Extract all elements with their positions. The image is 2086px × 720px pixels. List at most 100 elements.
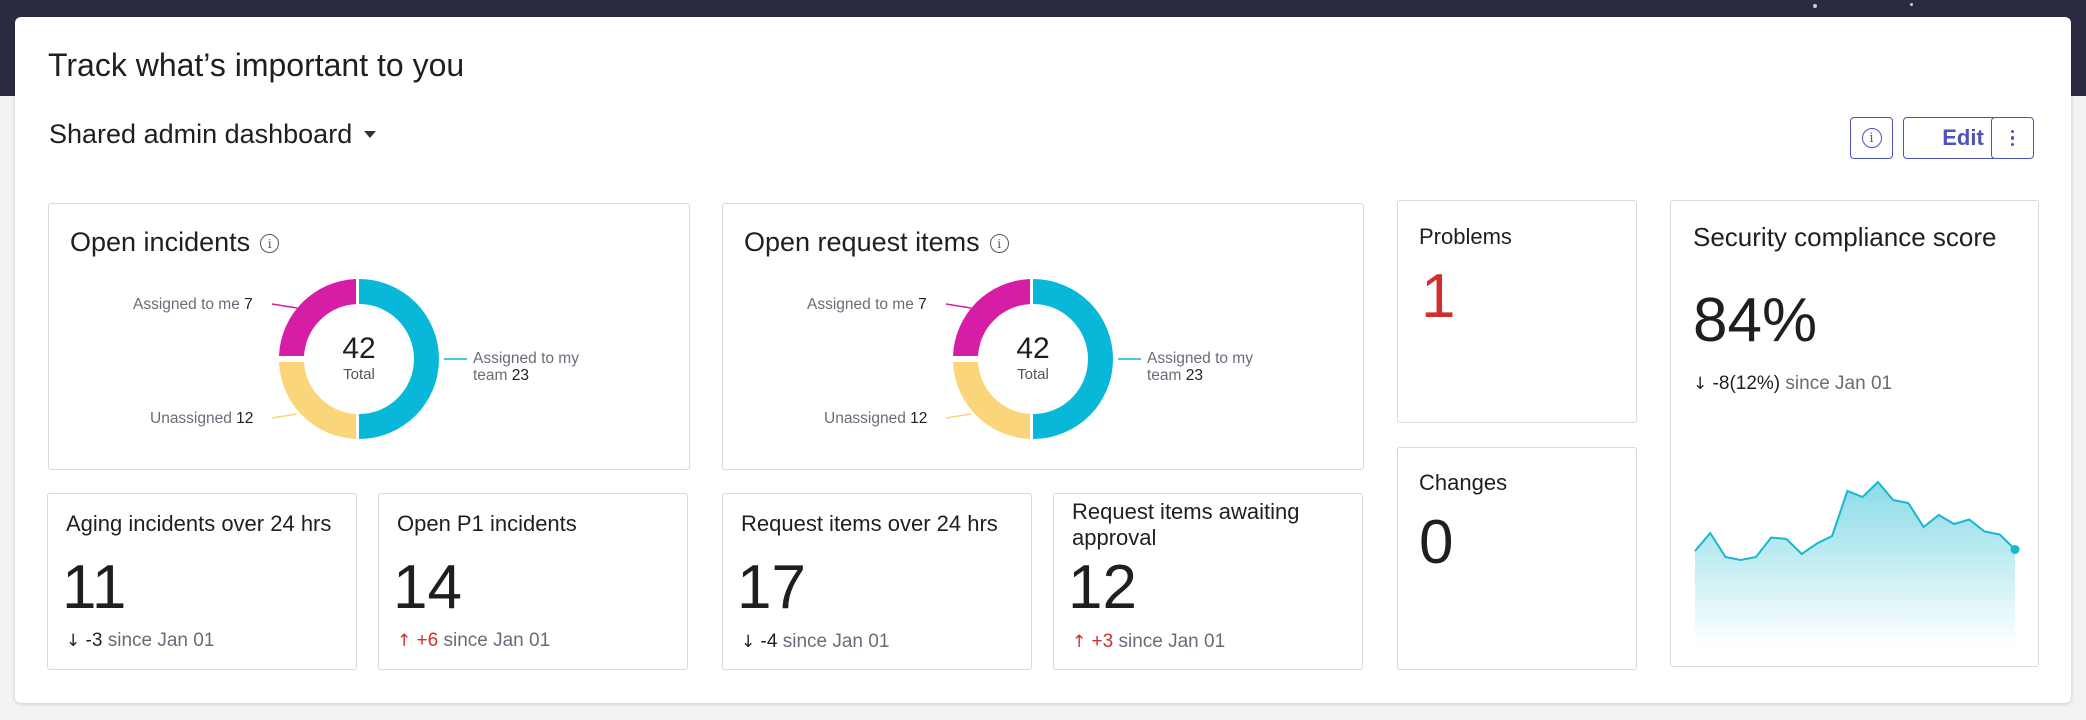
security-value: 84% <box>1693 286 1818 355</box>
aging-incidents-card[interactable]: Aging incidents over 24 hrs 11 ↓ -3 sinc… <box>47 493 357 670</box>
label-assigned-me: Assigned to me 7 <box>807 296 927 313</box>
unassigned-count: 12 <box>236 410 254 427</box>
card-title: Open request items i <box>744 227 1009 258</box>
open-request-items-donut: 42 Total <box>948 274 1118 444</box>
arrow-up-icon: ↑ <box>1072 632 1087 652</box>
leader-lines <box>271 303 467 419</box>
open-p1-incidents-card[interactable]: Open P1 incidents 14 ↑ +6 since Jan 01 <box>378 493 688 670</box>
trend-since: since Jan 01 <box>1785 373 1893 394</box>
trend-since: since Jan 01 <box>107 630 215 651</box>
unassigned-count: 12 <box>910 410 928 427</box>
unassigned-text: Unassigned <box>150 410 232 427</box>
assigned-me-text: Assigned to me <box>133 296 240 313</box>
assigned-me-text: Assigned to me <box>807 296 914 313</box>
trend-delta: -4 <box>760 631 778 652</box>
dashboard-info-button[interactable]: i <box>1850 117 1893 159</box>
trend-delta: +3 <box>1091 631 1114 652</box>
assigned-team-text-1: Assigned to my <box>1147 350 1253 367</box>
donut-total: 42 <box>342 332 376 365</box>
problems-card[interactable]: Problems 1 <box>1397 200 1637 423</box>
decorative-dot <box>1910 3 1913 6</box>
sparkline-endpoint <box>2010 545 2020 554</box>
dashboard-name: Shared admin dashboard <box>49 119 353 149</box>
arrow-down-icon: ↓ <box>66 631 81 651</box>
assigned-team-count: 23 <box>511 367 530 385</box>
donut-chart <box>953 279 1113 439</box>
leader-lines <box>945 303 1141 419</box>
open-p1-title: Open P1 incidents <box>397 511 577 536</box>
assigned-team-text-2: team <box>473 367 508 385</box>
open-incidents-title: Open incidents <box>70 227 251 257</box>
open-incidents-donut: 42 Total <box>274 274 444 444</box>
kebab-menu-icon <box>2010 129 2015 147</box>
assigned-me-count: 7 <box>918 296 927 313</box>
assigned-me-count: 7 <box>244 296 253 313</box>
request-awaiting-title-2: approval <box>1072 524 1157 550</box>
info-icon[interactable]: i <box>989 234 1009 254</box>
trend-delta-percent: (12%) <box>1729 373 1781 394</box>
assigned-team-count: 23 <box>1185 367 1204 385</box>
label-unassigned: Unassigned 12 <box>150 410 253 427</box>
arrow-up-icon: ↑ <box>397 631 412 651</box>
dashboard-panel: Track what’s important to you Shared adm… <box>15 17 2071 703</box>
page-title: Track what’s important to you <box>48 47 465 83</box>
request-awaiting-value: 12 <box>1068 553 1137 622</box>
security-sparkline <box>1694 480 2020 646</box>
changes-title: Changes <box>1419 470 1508 495</box>
donut-total-label: Total <box>1017 366 1049 383</box>
aging-incidents-value: 11 <box>62 553 127 622</box>
label-unassigned: Unassigned 12 <box>824 410 927 427</box>
open-p1-trend: ↑ +6 since Jan 01 <box>397 630 550 652</box>
decorative-dot <box>1813 4 1817 8</box>
donut-segment-assigned-team <box>359 279 439 439</box>
caret-down-icon <box>364 131 377 138</box>
request-awaiting-trend: ↑ +3 since Jan 01 <box>1072 631 1225 653</box>
open-p1-value: 14 <box>393 553 462 622</box>
info-icon[interactable]: i <box>260 234 280 254</box>
changes-card[interactable]: Changes 0 <box>1397 447 1637 670</box>
unassigned-text: Unassigned <box>824 410 906 427</box>
assigned-team-text-2: team <box>1147 367 1182 385</box>
trend-since: since Jan 01 <box>782 631 890 652</box>
donut-chart <box>279 279 439 439</box>
trend-since: since Jan 01 <box>443 630 551 651</box>
sparkline-line <box>1694 480 2016 562</box>
arrow-down-icon: ↓ <box>741 632 756 652</box>
request-awaiting-card[interactable]: Request items awaiting approval 12 ↑ +3 … <box>1053 493 1363 670</box>
more-options-button[interactable] <box>1991 117 2034 159</box>
aging-incidents-trend: ↓ -3 since Jan 01 <box>66 630 214 652</box>
changes-value: 0 <box>1419 508 1454 577</box>
request-items-24-title: Request items over 24 hrs <box>741 511 998 536</box>
donut-segment-assigned-team <box>1033 279 1113 439</box>
security-compliance-card[interactable]: Security compliance score 84% ↓ -8(12%) … <box>1670 200 2039 667</box>
donut-total: 42 <box>1016 332 1050 365</box>
trend-since: since Jan 01 <box>1118 631 1226 652</box>
trend-delta: -8 <box>1712 373 1730 394</box>
problems-title: Problems <box>1419 224 1512 249</box>
label-assigned-team: Assigned to my team 23 <box>473 350 579 384</box>
request-items-24-card[interactable]: Request items over 24 hrs 17 ↓ -4 since … <box>722 493 1032 670</box>
request-items-24-trend: ↓ -4 since Jan 01 <box>741 631 889 653</box>
dashboard-selector[interactable]: Shared admin dashboard <box>49 119 377 150</box>
donut-segment-unassigned <box>953 362 1030 439</box>
arrow-down-icon: ↓ <box>1693 374 1708 394</box>
info-icon: i <box>1861 128 1882 148</box>
request-items-24-value: 17 <box>737 553 806 622</box>
assigned-team-text-1: Assigned to my <box>473 350 579 367</box>
security-title: Security compliance score <box>1693 222 1997 252</box>
open-request-items-title: Open request items <box>744 227 980 257</box>
open-request-items-card[interactable]: Open request items i 42 Total Assigned to… <box>722 203 1364 470</box>
request-awaiting-title-1: Request items awaiting <box>1072 499 1300 524</box>
security-trend: ↓ -8(12%) since Jan 01 <box>1693 373 1892 395</box>
request-awaiting-title: Request items awaiting approval <box>1072 499 1299 551</box>
donut-segment-assigned-me <box>279 279 356 356</box>
donut-center: 42 Total <box>309 332 409 384</box>
donut-center: 42 Total <box>983 332 1083 384</box>
donut-segment-assigned-me <box>953 279 1030 356</box>
trend-delta: +6 <box>416 630 439 651</box>
open-incidents-card[interactable]: Open incidents i 42 Total Assigned to me … <box>48 203 690 470</box>
problems-value: 1 <box>1421 262 1456 331</box>
sparkline-area <box>1695 482 2015 646</box>
donut-segment-unassigned <box>279 362 356 439</box>
card-title: Open incidents i <box>70 227 280 258</box>
